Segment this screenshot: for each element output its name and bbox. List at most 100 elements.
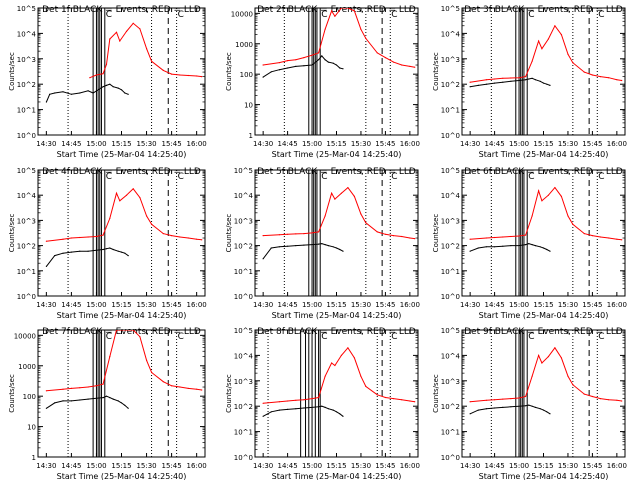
x-tick-label: 15:45 <box>582 140 602 148</box>
x-tick-label: 16:00 <box>187 462 207 470</box>
lld-data-point <box>318 231 320 233</box>
events-data-point <box>127 255 129 257</box>
y-tick-label: 10^3 <box>234 217 253 225</box>
events-data-point <box>70 400 72 402</box>
lld-data-point <box>179 74 181 76</box>
events-data-point <box>327 61 329 63</box>
events-data-point <box>332 409 334 411</box>
lld-series-line <box>46 330 202 392</box>
x-tick-label: 15:30 <box>351 140 371 148</box>
lld-data-point <box>334 364 336 367</box>
x-tick-label: 15:45 <box>375 462 395 470</box>
events-series-line <box>46 247 129 267</box>
events-data-point <box>112 86 114 88</box>
x-axis-label: Start Time (25-Mar-04 14:25:40) <box>479 472 609 480</box>
plot-area <box>262 8 416 135</box>
x-tick-label: 16:00 <box>187 301 207 309</box>
lld-data-point <box>392 61 395 63</box>
x-tick-label: 15:15 <box>111 301 131 309</box>
events-data-point <box>120 89 123 91</box>
x-tick-label: 14:45 <box>485 462 505 470</box>
events-data-point <box>79 92 81 94</box>
lld-data-point <box>384 57 386 59</box>
lld-data-point <box>102 73 104 75</box>
x-tick-label: 15:45 <box>375 140 395 148</box>
lld-data-point <box>469 81 471 83</box>
events-data-point <box>109 397 111 399</box>
attenuator-annotation: C <box>106 172 112 182</box>
x-tick-label: 15:00 <box>302 462 322 470</box>
x-tick-label: 15:30 <box>558 301 578 309</box>
lld-data-point <box>102 234 104 236</box>
lld-data-point <box>567 215 569 217</box>
lld-data-point <box>583 71 585 73</box>
events-data-point <box>318 243 320 245</box>
y-tick-label: 10^5 <box>234 167 253 175</box>
attenuator-annotation: C <box>391 172 397 182</box>
events-data-point <box>534 406 537 408</box>
events-data-point <box>79 399 81 401</box>
lld-data-point <box>331 192 333 194</box>
events-data-point <box>469 250 471 252</box>
events-data-point <box>287 408 289 410</box>
lld-data-point <box>125 30 128 32</box>
x-tick-label: 15:15 <box>326 301 346 309</box>
detector-panel: Det 1f BLACK = Events, RED = LLDCounts/s… <box>8 5 207 159</box>
lld-data-point <box>109 217 111 219</box>
lld-data-point <box>340 8 342 9</box>
lld-data-point <box>365 37 367 40</box>
y-tick-label: 100 <box>240 71 253 79</box>
events-data-point <box>311 64 313 66</box>
lld-data-point <box>95 235 97 238</box>
x-tick-label: 14:45 <box>278 301 298 309</box>
lld-data-point <box>567 53 569 55</box>
lld-data-point <box>70 237 72 239</box>
lld-data-point <box>572 62 574 64</box>
events-data-point <box>311 406 313 408</box>
lld-data-point <box>525 395 527 398</box>
events-data-point <box>120 251 123 253</box>
events-data-point <box>87 90 89 92</box>
x-tick-label: 14:45 <box>278 140 298 148</box>
x-axis-label: Start Time (25-Mar-04 14:25:40) <box>57 472 187 480</box>
events-data-point <box>127 407 129 409</box>
events-data-point <box>117 87 119 89</box>
events-data-point <box>54 402 56 404</box>
lld-data-point <box>384 396 386 399</box>
events-data-point <box>339 248 341 251</box>
lld-data-point <box>392 398 395 400</box>
y-tick-label: 10^2 <box>234 403 253 411</box>
y-axis-label: Counts/sec <box>432 52 440 91</box>
events-data-point <box>278 409 280 411</box>
y-axis-label: Counts/sec <box>8 214 16 253</box>
x-tick-label: 15:45 <box>162 462 182 470</box>
events-data-point <box>105 84 108 86</box>
y-tick-label: 10^2 <box>234 243 253 251</box>
lld-data-point <box>518 397 520 399</box>
y-tick-label: 10^4 <box>441 352 461 360</box>
events-series-line <box>45 83 129 103</box>
events-data-point <box>525 244 527 246</box>
plot-area <box>45 330 203 457</box>
lld-data-point <box>616 79 618 81</box>
events-data-point <box>102 397 104 399</box>
y-tick-label: 10^2 <box>441 403 460 411</box>
lld-data-point <box>45 240 48 242</box>
y-tick-label: 10^3 <box>234 378 253 386</box>
lld-data-point <box>295 59 297 61</box>
attenuator-annotation: C <box>106 332 112 342</box>
lld-data-point <box>109 356 111 358</box>
events-data-point <box>117 250 119 252</box>
lld-data-point <box>196 75 198 77</box>
events-data-point <box>518 79 520 82</box>
lld-data-point <box>560 34 563 36</box>
lld-series-line <box>263 8 415 68</box>
lld-data-point <box>554 347 556 349</box>
lld-series-line <box>46 188 202 242</box>
lld-data-point <box>494 399 496 401</box>
plot-frame <box>37 329 206 458</box>
lld-data-point <box>510 77 512 79</box>
lld-data-point <box>139 336 141 338</box>
events-data-point <box>510 80 512 82</box>
plot-frame <box>461 169 626 297</box>
